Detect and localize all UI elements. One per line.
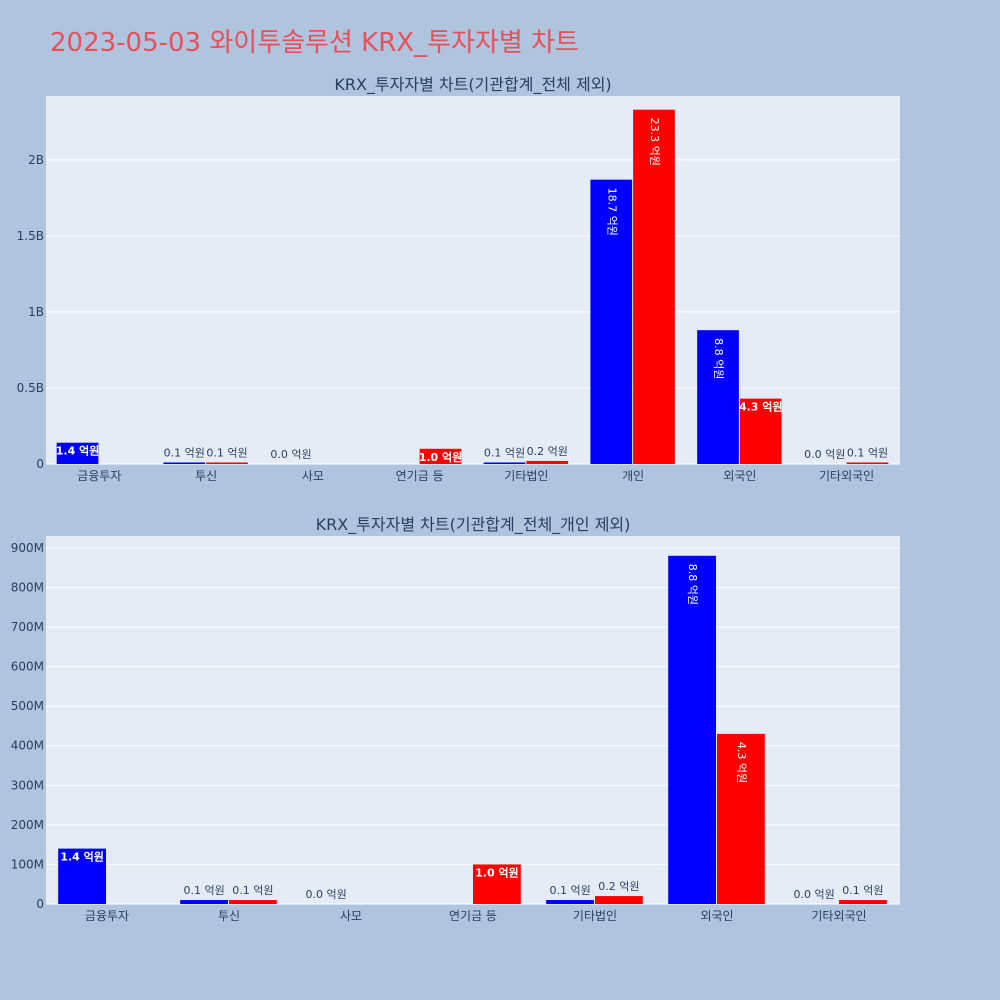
bar-data-label: 0.0 억원 xyxy=(793,888,834,901)
x-tick-label: 금융투자 xyxy=(77,469,121,483)
bar-data-label: 23.3 억원 xyxy=(648,118,661,166)
y-tick-label: 0 xyxy=(36,457,44,471)
bar xyxy=(590,179,633,464)
bar xyxy=(697,330,739,464)
bar-data-label: 0.0 억원 xyxy=(305,888,346,901)
bar xyxy=(846,462,889,464)
x-tick-label: 사모 xyxy=(302,469,324,483)
x-tick-label: 외국인 xyxy=(723,469,756,483)
bar xyxy=(180,900,228,904)
y-tick-label: 600M xyxy=(11,660,44,674)
bar xyxy=(473,864,521,904)
y-tick-label: 0.5B xyxy=(17,381,44,395)
x-tick-label: 투신 xyxy=(218,909,240,923)
bar-data-label: 0.1 억원 xyxy=(164,446,205,459)
bar xyxy=(739,398,782,464)
bar xyxy=(206,462,248,464)
bar xyxy=(633,109,675,465)
bar-data-label: 4.3 억원 xyxy=(735,742,748,783)
bar-data-label: 1.0 억원 xyxy=(475,865,519,879)
bar-data-label: 1.0 억원 xyxy=(419,450,463,464)
bar-data-label: 0.2 억원 xyxy=(527,445,568,458)
y-tick-label: 900M xyxy=(11,541,44,555)
x-tick-label: 개인 xyxy=(622,469,644,483)
x-tick-label: 기타외국인 xyxy=(811,909,866,923)
bar xyxy=(56,442,99,464)
y-tick-label: 800M xyxy=(11,580,44,594)
investor-chart-total: 0 0.5B 1B 1.5B 2B KRX_투자자별 차트(기관합계_전체 제외) 금융투자… xyxy=(17,75,900,483)
y-tick-label: 2B xyxy=(28,153,44,167)
x-tick-label: 연기금 등 xyxy=(449,909,497,923)
chart-subtitle: KRX_투자자별 차트(기관합계_전체 제외) xyxy=(334,75,611,95)
bar xyxy=(419,448,462,464)
bar xyxy=(595,896,643,904)
bar-data-label: 0.0 억원 xyxy=(270,448,311,461)
bar-data-label: 0.1 억원 xyxy=(847,446,888,459)
bar-data-label: 18.7 억원 xyxy=(605,188,618,236)
x-tick-label: 금융투자 xyxy=(85,909,129,923)
bar-data-label: 0.1 억원 xyxy=(549,884,590,897)
x-tick-label: 기타법인 xyxy=(504,469,548,483)
y-tick-label: 400M xyxy=(11,739,44,753)
bar xyxy=(526,460,569,464)
x-tick-label: 기타외국인 xyxy=(819,469,874,483)
bar xyxy=(229,900,277,904)
chart-subtitle: KRX_투자자별 차트(기관합계_전체_개인 제외) xyxy=(316,515,631,535)
bar xyxy=(839,900,887,904)
investor-chart-excl-individual: 0 100M 200M 300M 400M 500M 600M 700M 800M 900M KRX… xyxy=(11,515,900,923)
bar-data-label: 8.8 억원 xyxy=(712,338,725,379)
bar xyxy=(668,555,716,904)
bar xyxy=(546,900,594,904)
bar-data-label: 1.4 억원 xyxy=(56,444,100,458)
x-tick-label: 사모 xyxy=(340,909,362,923)
bar-data-label: 8.8 억원 xyxy=(686,564,699,605)
bar-data-label: 1.4 억원 xyxy=(60,850,104,864)
bar-data-label: 0.2 억원 xyxy=(598,880,639,893)
bar xyxy=(58,848,106,904)
y-tick-label: 1.5B xyxy=(17,229,44,243)
bar xyxy=(163,462,206,464)
y-tick-label: 700M xyxy=(11,620,44,634)
y-tick-label: 500M xyxy=(11,699,44,713)
bar-data-label: 0.1 억원 xyxy=(183,884,224,897)
x-tick-label: 투신 xyxy=(195,469,217,483)
y-tick-label: 0 xyxy=(36,897,44,911)
bar-data-label: 4.3 억원 xyxy=(739,400,783,414)
x-tick-label: 연기금 등 xyxy=(396,469,444,483)
bar-data-label: 0.1 억원 xyxy=(842,884,883,897)
bar xyxy=(483,462,526,464)
bar-data-label: 0.1 억원 xyxy=(484,446,525,459)
bar xyxy=(717,733,765,904)
page-title: 2023-05-03 와이투솔루션 KRX_투자자별 차트 xyxy=(50,28,579,58)
y-tick-label: 100M xyxy=(11,857,44,871)
plot-area xyxy=(46,536,900,904)
x-tick-label: 기타법인 xyxy=(573,909,617,923)
y-tick-label: 1B xyxy=(28,305,44,319)
bar-data-label: 0.0 억원 xyxy=(804,448,845,461)
y-tick-label: 300M xyxy=(11,778,44,792)
bar-data-label: 0.1 억원 xyxy=(206,446,247,459)
y-tick-label: 200M xyxy=(11,818,44,832)
x-tick-label: 외국인 xyxy=(700,909,733,923)
bar-data-label: 0.1 억원 xyxy=(232,884,273,897)
